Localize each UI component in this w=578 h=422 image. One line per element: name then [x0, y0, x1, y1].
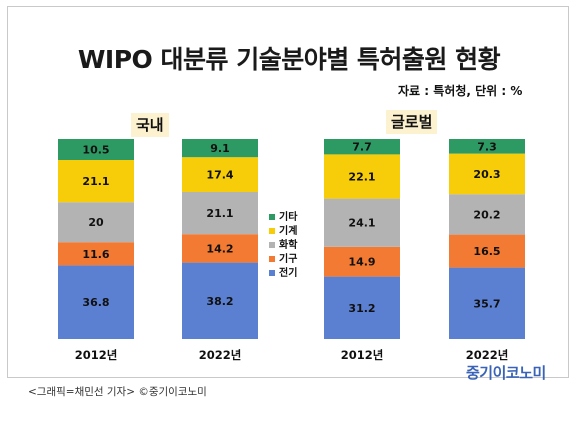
legend-swatch-기타	[269, 214, 275, 220]
group-label-global: 글로벌	[386, 110, 438, 134]
bar-segment-기타-4	[449, 139, 525, 154]
legend-swatch-기구	[269, 256, 275, 262]
bar-segment-기타-1	[58, 139, 134, 160]
bar-segment-전기-2	[182, 262, 258, 339]
value-label-화학-1: 20	[88, 216, 104, 229]
chart-title: WIPO 대분류 기술분야별 특허출원 현황	[77, 45, 501, 74]
legend-swatch-화학	[269, 242, 275, 248]
value-label-기계-3: 22.1	[348, 171, 375, 184]
bar-segment-기구-3	[324, 246, 400, 277]
bar-segment-화학-2	[182, 192, 258, 235]
value-label-기타-3: 7.7	[352, 141, 372, 154]
bar-segment-기구-1	[58, 242, 134, 266]
group-label-domestic: 국내	[131, 113, 169, 137]
bar-segment-화학-3	[324, 198, 400, 247]
legend-label-기구: 기구	[279, 252, 297, 265]
legend-label-화학: 화학	[279, 238, 298, 251]
bar-segment-전기-4	[449, 267, 525, 339]
bar-segment-기타-2	[182, 139, 258, 158]
value-label-기구-3: 14.9	[348, 256, 375, 269]
bar-segment-기계-2	[182, 157, 258, 192]
value-label-전기-4: 35.7	[473, 297, 500, 310]
legend-label-전기: 전기	[279, 266, 297, 279]
value-label-화학-3: 24.1	[348, 217, 375, 230]
value-label-기구-2: 14.2	[206, 242, 233, 255]
bar-segment-화학-4	[449, 194, 525, 235]
value-label-전기-2: 38.2	[206, 295, 233, 308]
value-label-전기-1: 36.8	[82, 296, 109, 309]
category-label-3: 2012년	[341, 348, 384, 362]
value-label-기타-4: 7.3	[477, 140, 497, 153]
value-label-기계-2: 17.4	[206, 169, 233, 182]
value-label-화학-2: 21.1	[206, 207, 233, 220]
value-label-기구-4: 16.5	[473, 245, 500, 258]
bar-segment-기구-4	[449, 234, 525, 268]
bar-segment-기타-3	[324, 139, 400, 155]
bar-segment-기계-3	[324, 154, 400, 199]
legend-swatch-기계	[269, 228, 275, 234]
value-label-기타-2: 9.1	[210, 142, 230, 155]
source-note: 자료 : 특허청, 단위 : %	[398, 84, 523, 98]
value-label-기구-1: 11.6	[82, 248, 109, 261]
legend-label-기타: 기타	[279, 210, 298, 223]
brand-logo-text: 중기이코노미	[466, 364, 546, 382]
category-label-1: 2012년	[75, 348, 118, 362]
value-label-기계-1: 21.1	[82, 175, 109, 188]
bar-segment-화학-1	[58, 202, 134, 243]
value-label-기타-1: 10.5	[82, 144, 109, 157]
value-label-전기-3: 31.2	[348, 302, 375, 315]
bar-segment-전기-1	[58, 265, 134, 339]
bar-segment-전기-3	[324, 276, 400, 339]
legend-swatch-전기	[269, 270, 275, 276]
legend-label-기계: 기계	[279, 224, 297, 237]
category-label-4: 2022년	[466, 348, 509, 362]
value-label-기계-4: 20.3	[473, 168, 500, 181]
bar-segment-기계-4	[449, 153, 525, 195]
bar-segment-기구-2	[182, 234, 258, 263]
graphic-credit: <그래픽=채민선 기자> ©중기이코노미	[28, 386, 207, 398]
bar-segment-기계-1	[58, 160, 134, 203]
value-label-화학-4: 20.2	[473, 208, 500, 221]
category-label-2: 2022년	[199, 348, 242, 362]
